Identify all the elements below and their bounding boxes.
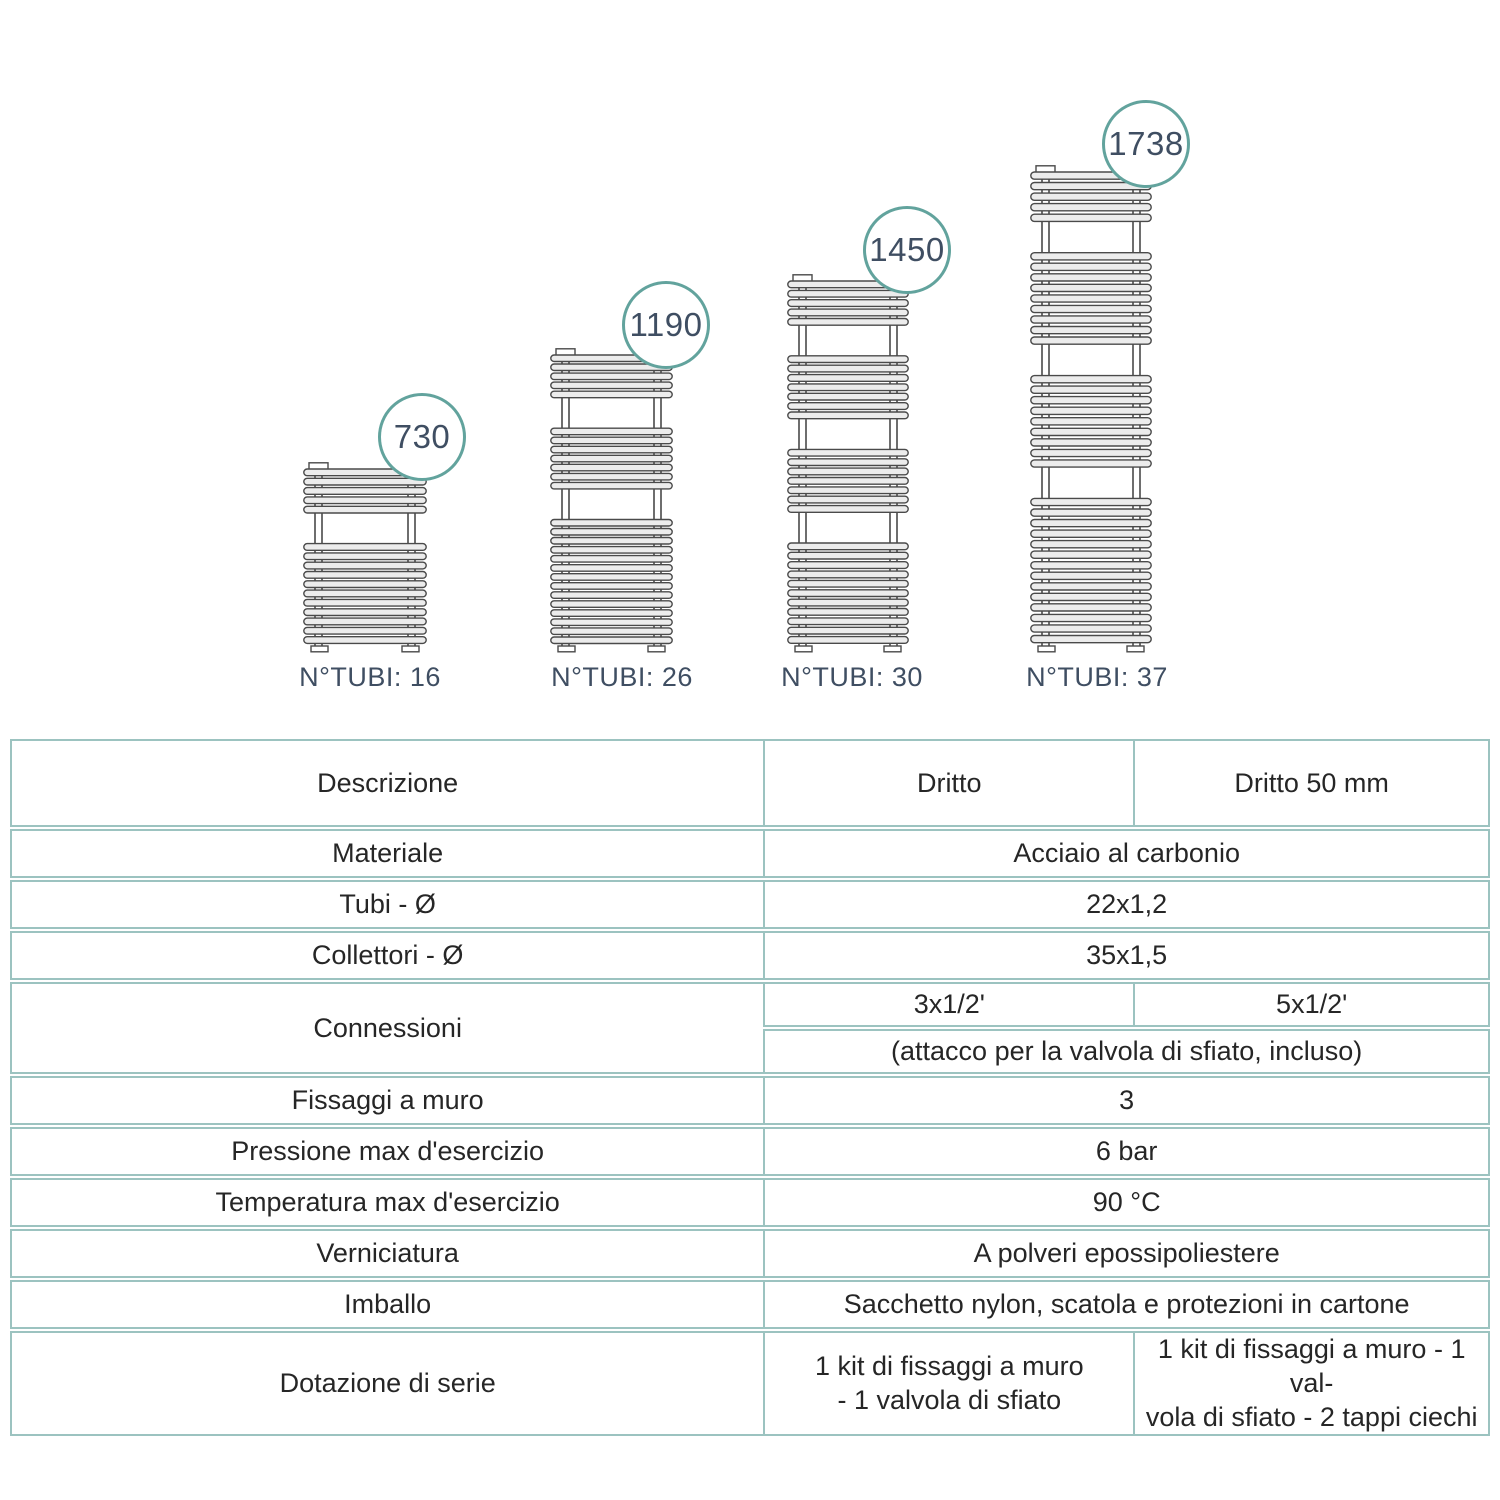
cell-dotazione-label: Dotazione di serie — [10, 1331, 764, 1437]
row-connessioni-note: (attacco per la valvola di sfiato, inclu… — [10, 1029, 1490, 1074]
height-value: 1190 — [629, 306, 703, 343]
cell-dotazione-dritto: 1 kit di fissaggi a muro - 1 valvola di … — [763, 1331, 1134, 1437]
cell-temperatura-value: 90 °C — [763, 1178, 1490, 1227]
radiator-diagram-1450 — [787, 274, 909, 653]
height-badge-1450: 1450 — [863, 206, 951, 294]
cell-verniciatura-label: Verniciatura — [10, 1229, 764, 1278]
cell-fissaggi-label: Fissaggi a muro — [10, 1076, 764, 1125]
row-collettori: Collettori - Ø 35x1,5 — [10, 931, 1490, 980]
cell-collettori-value: 35x1,5 — [763, 931, 1490, 980]
row-verniciatura: Verniciatura A polveri epossipoliestere — [10, 1229, 1490, 1278]
tube-count-label-1: N°TUBI: 16 — [299, 662, 441, 692]
cell-collettori-label: Collettori - Ø — [10, 931, 764, 980]
radiator-diagram-1190 — [550, 348, 673, 653]
cell-fissaggi-value: 3 — [763, 1076, 1490, 1125]
tube-count-label-4: N°TUBI: 37 — [1026, 662, 1168, 692]
cell-dotazione-dritto50: 1 kit di fissaggi a muro - 1 val- vola d… — [1133, 1331, 1490, 1437]
cell-connessioni-dritto: 3x1/2' — [763, 982, 1134, 1027]
height-value: 730 — [393, 418, 451, 455]
cell-connessioni-dritto50: 5x1/2' — [1133, 982, 1490, 1027]
cell-pressione-value: 6 bar — [763, 1127, 1490, 1176]
col-header-dritto: Dritto — [763, 739, 1134, 827]
cell-connessioni-note: (attacco per la valvola di sfiato, inclu… — [763, 1029, 1490, 1074]
row-materiale: Materiale Acciaio al carbonio — [10, 829, 1490, 878]
col-header-dritto50: Dritto 50 mm — [1133, 739, 1490, 827]
row-fissaggi: Fissaggi a muro 3 — [10, 1076, 1490, 1125]
col-header-descrizione: Descrizione — [10, 739, 764, 827]
radiator-diagram-730 — [303, 462, 427, 653]
cell-connessioni-label: Connessioni — [10, 982, 764, 1074]
row-imballo: Imballo Sacchetto nylon, scatola e prote… — [10, 1280, 1490, 1329]
row-connessioni: Connessioni 3x1/2' 5x1/2' — [10, 982, 1490, 1074]
row-dotazione: Dotazione di serie 1 kit di fissaggi a m… — [10, 1331, 1490, 1437]
cell-imballo-value: Sacchetto nylon, scatola e protezioni in… — [763, 1280, 1490, 1329]
cell-materiale-value: Acciaio al carbonio — [763, 829, 1490, 878]
height-value: 1450 — [869, 231, 945, 268]
tube-count-label-3: N°TUBI: 30 — [781, 662, 923, 692]
height-badge-1738: 1738 — [1102, 100, 1190, 188]
height-value: 1738 — [1108, 125, 1184, 162]
cell-pressione-label: Pressione max d'esercizio — [10, 1127, 764, 1176]
height-badge-1190: 1190 — [622, 281, 710, 369]
cell-temperatura-label: Temperatura max d'esercizio — [10, 1178, 764, 1227]
header-row: Descrizione Dritto Dritto 50 mm — [10, 739, 1490, 827]
row-pressione: Pressione max d'esercizio 6 bar — [10, 1127, 1490, 1176]
spec-table: Descrizione Dritto Dritto 50 mm Material… — [10, 737, 1490, 1439]
cell-tubi-value: 22x1,2 — [763, 880, 1490, 929]
height-badge-730: 730 — [378, 393, 466, 481]
cell-imballo-label: Imballo — [10, 1280, 764, 1329]
cell-verniciatura-value: A polveri epossipoliestere — [763, 1229, 1490, 1278]
row-tubi: Tubi - Ø 22x1,2 — [10, 880, 1490, 929]
row-temperatura: Temperatura max d'esercizio 90 °C — [10, 1178, 1490, 1227]
radiator-diagram-1738 — [1030, 165, 1152, 653]
tube-count-label-2: N°TUBI: 26 — [551, 662, 693, 692]
cell-tubi-label: Tubi - Ø — [10, 880, 764, 929]
cell-materiale-label: Materiale — [10, 829, 764, 878]
